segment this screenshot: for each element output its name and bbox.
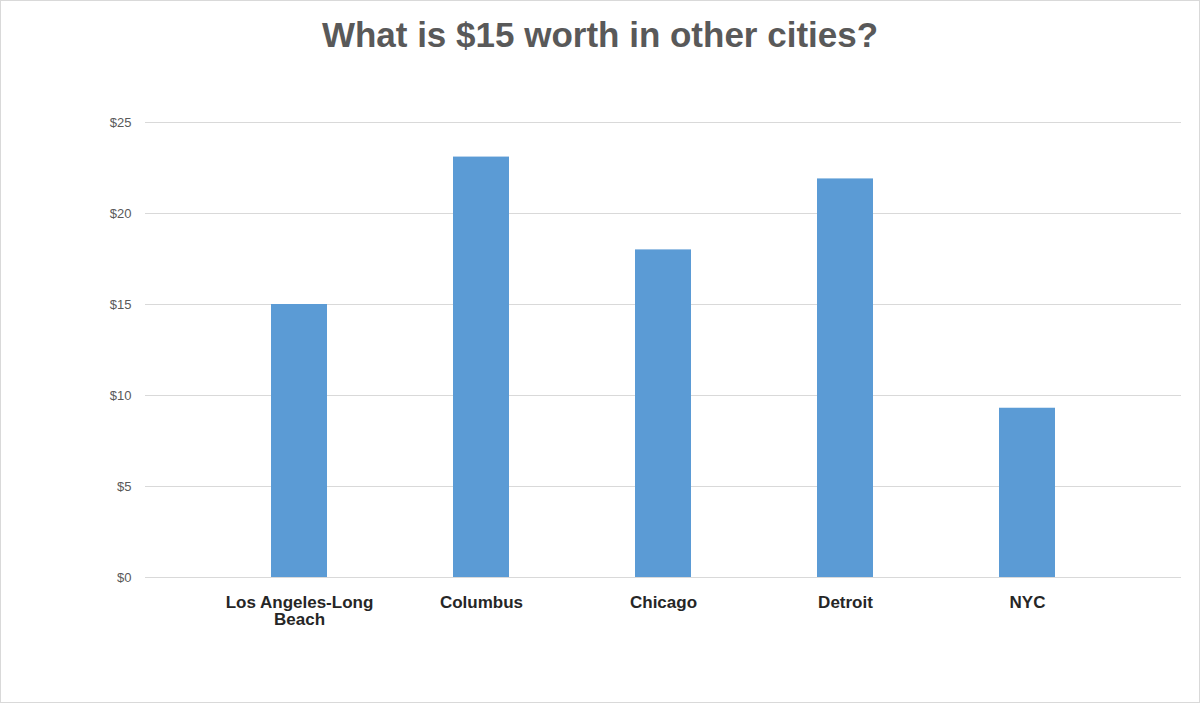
svg-text:$25: $25 (110, 115, 132, 130)
svg-text:$10: $10 (110, 388, 132, 403)
svg-text:Columbus: Columbus (440, 593, 523, 612)
svg-text:NYC: NYC (1010, 593, 1046, 612)
svg-text:Los Angeles-LongBeach: Los Angeles-LongBeach (226, 593, 374, 629)
html-text:What is $15 worth in other cit: What is $15 worth in other cities? (321, 15, 879, 54)
svg-text:$0: $0 (117, 570, 131, 585)
svg-text:$5: $5 (117, 479, 131, 494)
svg-text:Chicago: Chicago (630, 593, 697, 612)
svg-text:$15: $15 (110, 297, 132, 312)
svg-text:Detroit: Detroit (818, 593, 873, 612)
svg-text:$20: $20 (110, 206, 132, 221)
